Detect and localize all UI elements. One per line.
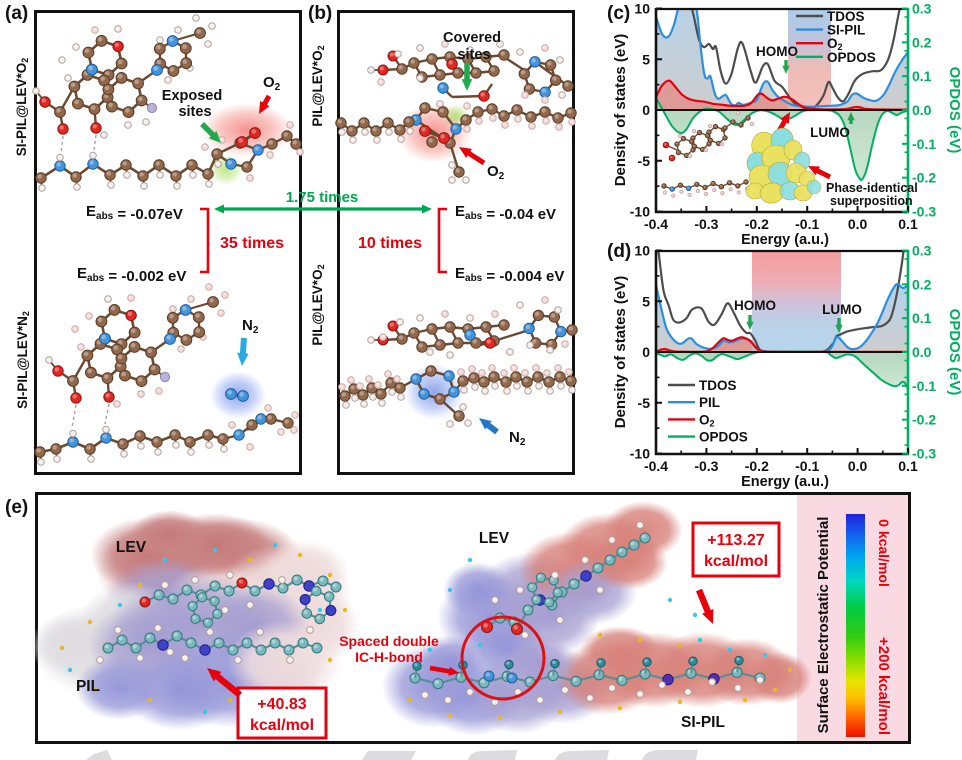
- svg-text:(c): (c): [607, 3, 630, 24]
- svg-text:HOMO: HOMO: [734, 298, 776, 313]
- svg-text:SI-PIL: SI-PIL: [681, 714, 725, 731]
- svg-text:-0.3: -0.3: [912, 204, 936, 220]
- svg-text:LEV: LEV: [479, 530, 510, 547]
- svg-text:OPDOS: OPDOS: [827, 50, 876, 65]
- svg-text:(b): (b): [308, 3, 332, 24]
- svg-text:10: 10: [634, 243, 650, 259]
- svg-text:0.2: 0.2: [912, 34, 932, 50]
- svg-text:TDOS: TDOS: [827, 9, 865, 24]
- svg-text:Spaced double: Spaced double: [339, 633, 439, 649]
- svg-text:0 kcal/mol: 0 kcal/mol: [876, 519, 892, 587]
- svg-text:0.1: 0.1: [912, 310, 932, 326]
- svg-text:SI-PIL@LEV*O2: SI-PIL@LEV*O2: [14, 58, 30, 156]
- svg-text:kcal/mol: kcal/mol: [250, 717, 314, 734]
- svg-text:LUMO: LUMO: [822, 302, 862, 317]
- svg-text:5: 5: [642, 51, 650, 67]
- svg-text:-0.1: -0.1: [912, 378, 936, 394]
- svg-text:N2: N2: [509, 429, 526, 448]
- svg-text:OPDOS (eV): OPDOS (eV): [946, 67, 962, 154]
- svg-text:-0.3: -0.3: [694, 458, 718, 474]
- svg-text:10 times: 10 times: [358, 235, 422, 252]
- svg-text:-0.3: -0.3: [694, 216, 718, 232]
- svg-text:0.0: 0.0: [848, 458, 868, 474]
- svg-text:O2: O2: [263, 74, 281, 93]
- svg-text:-10: -10: [630, 446, 650, 462]
- svg-text:0.1: 0.1: [898, 458, 918, 474]
- svg-text:-0.2: -0.2: [745, 458, 769, 474]
- svg-text:PIL@LEV*O2: PIL@LEV*O2: [310, 45, 326, 126]
- svg-text:0.3: 0.3: [912, 243, 932, 259]
- svg-text:35 times: 35 times: [220, 235, 284, 252]
- svg-text:superposition: superposition: [830, 194, 913, 208]
- svg-text:Eabs = -0.04 eV: Eabs = -0.04 eV: [455, 203, 556, 223]
- svg-text:Phase-identical: Phase-identical: [826, 181, 918, 195]
- svg-text:0: 0: [642, 102, 650, 118]
- svg-text:10: 10: [634, 1, 650, 17]
- svg-text:Eabs = -0.002 eV: Eabs = -0.002 eV: [77, 265, 186, 285]
- svg-text:(e): (e): [5, 497, 28, 518]
- svg-text:HOMO: HOMO: [756, 44, 798, 59]
- svg-text:-0.2: -0.2: [912, 170, 936, 186]
- svg-text:-0.2: -0.2: [912, 412, 936, 428]
- svg-text:0.0: 0.0: [848, 216, 868, 232]
- svg-text:0.0: 0.0: [912, 102, 932, 118]
- svg-text:0.1: 0.1: [898, 216, 918, 232]
- svg-text:O2: O2: [699, 412, 715, 428]
- svg-text:-0.1: -0.1: [795, 458, 819, 474]
- svg-text:Energy (a.u.): Energy (a.u.): [741, 474, 829, 490]
- svg-text:0: 0: [642, 344, 650, 360]
- svg-text:-0.2: -0.2: [745, 216, 769, 232]
- svg-text:1.75 times: 1.75 times: [286, 189, 359, 206]
- svg-text:-0.1: -0.1: [912, 136, 936, 152]
- svg-text:0.1: 0.1: [912, 68, 932, 84]
- svg-text:-10: -10: [630, 204, 650, 220]
- svg-text:-5: -5: [638, 153, 651, 169]
- svg-text:5: 5: [642, 293, 650, 309]
- svg-text:Covered: Covered: [443, 30, 501, 46]
- svg-text:LEV: LEV: [116, 539, 147, 556]
- svg-text:Exposed: Exposed: [162, 88, 222, 104]
- svg-text:SI-PIL@LEV*N2: SI-PIL@LEV*N2: [15, 311, 31, 409]
- svg-text:Energy (a.u.): Energy (a.u.): [741, 232, 829, 248]
- svg-text:0.0: 0.0: [912, 344, 932, 360]
- svg-text:IC-H-bond: IC-H-bond: [355, 649, 423, 665]
- svg-text:sites: sites: [457, 47, 490, 63]
- svg-text:kcal/mol: kcal/mol: [704, 553, 768, 570]
- svg-text:0.2: 0.2: [912, 276, 932, 292]
- svg-text:PIL@LEV*O2: PIL@LEV*O2: [310, 264, 326, 345]
- svg-text:LUMO: LUMO: [810, 125, 850, 140]
- svg-text:-0.3: -0.3: [912, 446, 936, 462]
- svg-text:-0.1: -0.1: [795, 216, 819, 232]
- svg-text:-5: -5: [638, 395, 651, 411]
- svg-text:SI-PIL: SI-PIL: [827, 23, 865, 38]
- svg-text:O2: O2: [487, 163, 505, 182]
- svg-text:Eabs = -0.004 eV: Eabs = -0.004 eV: [455, 265, 564, 285]
- svg-text:Eabs = -0.07eV: Eabs = -0.07eV: [86, 203, 183, 223]
- svg-text:(d): (d): [607, 241, 631, 262]
- svg-text:N2: N2: [242, 317, 259, 336]
- svg-text:-0.4: -0.4: [644, 216, 668, 232]
- svg-text:TDOS: TDOS: [699, 378, 737, 393]
- svg-text:Surface Electrostatic Potentia: Surface Electrostatic Potential: [815, 517, 832, 734]
- svg-text:+40.83: +40.83: [257, 696, 306, 713]
- svg-text:+200 kcal/mol: +200 kcal/mol: [875, 637, 892, 735]
- svg-text:Density of states (eV): Density of states (eV): [612, 276, 629, 429]
- svg-text:-0.4: -0.4: [644, 458, 668, 474]
- svg-text:Density of states (eV): Density of states (eV): [612, 34, 629, 187]
- svg-text:OPDOS (eV): OPDOS (eV): [946, 309, 962, 396]
- svg-text:PIL: PIL: [699, 395, 720, 410]
- svg-text:(a): (a): [5, 3, 28, 24]
- svg-text:0.3: 0.3: [912, 1, 932, 17]
- svg-text:+113.27: +113.27: [707, 532, 765, 549]
- svg-text:PIL: PIL: [76, 678, 100, 695]
- svg-text:OPDOS: OPDOS: [699, 430, 748, 445]
- svg-text:sites: sites: [178, 104, 211, 120]
